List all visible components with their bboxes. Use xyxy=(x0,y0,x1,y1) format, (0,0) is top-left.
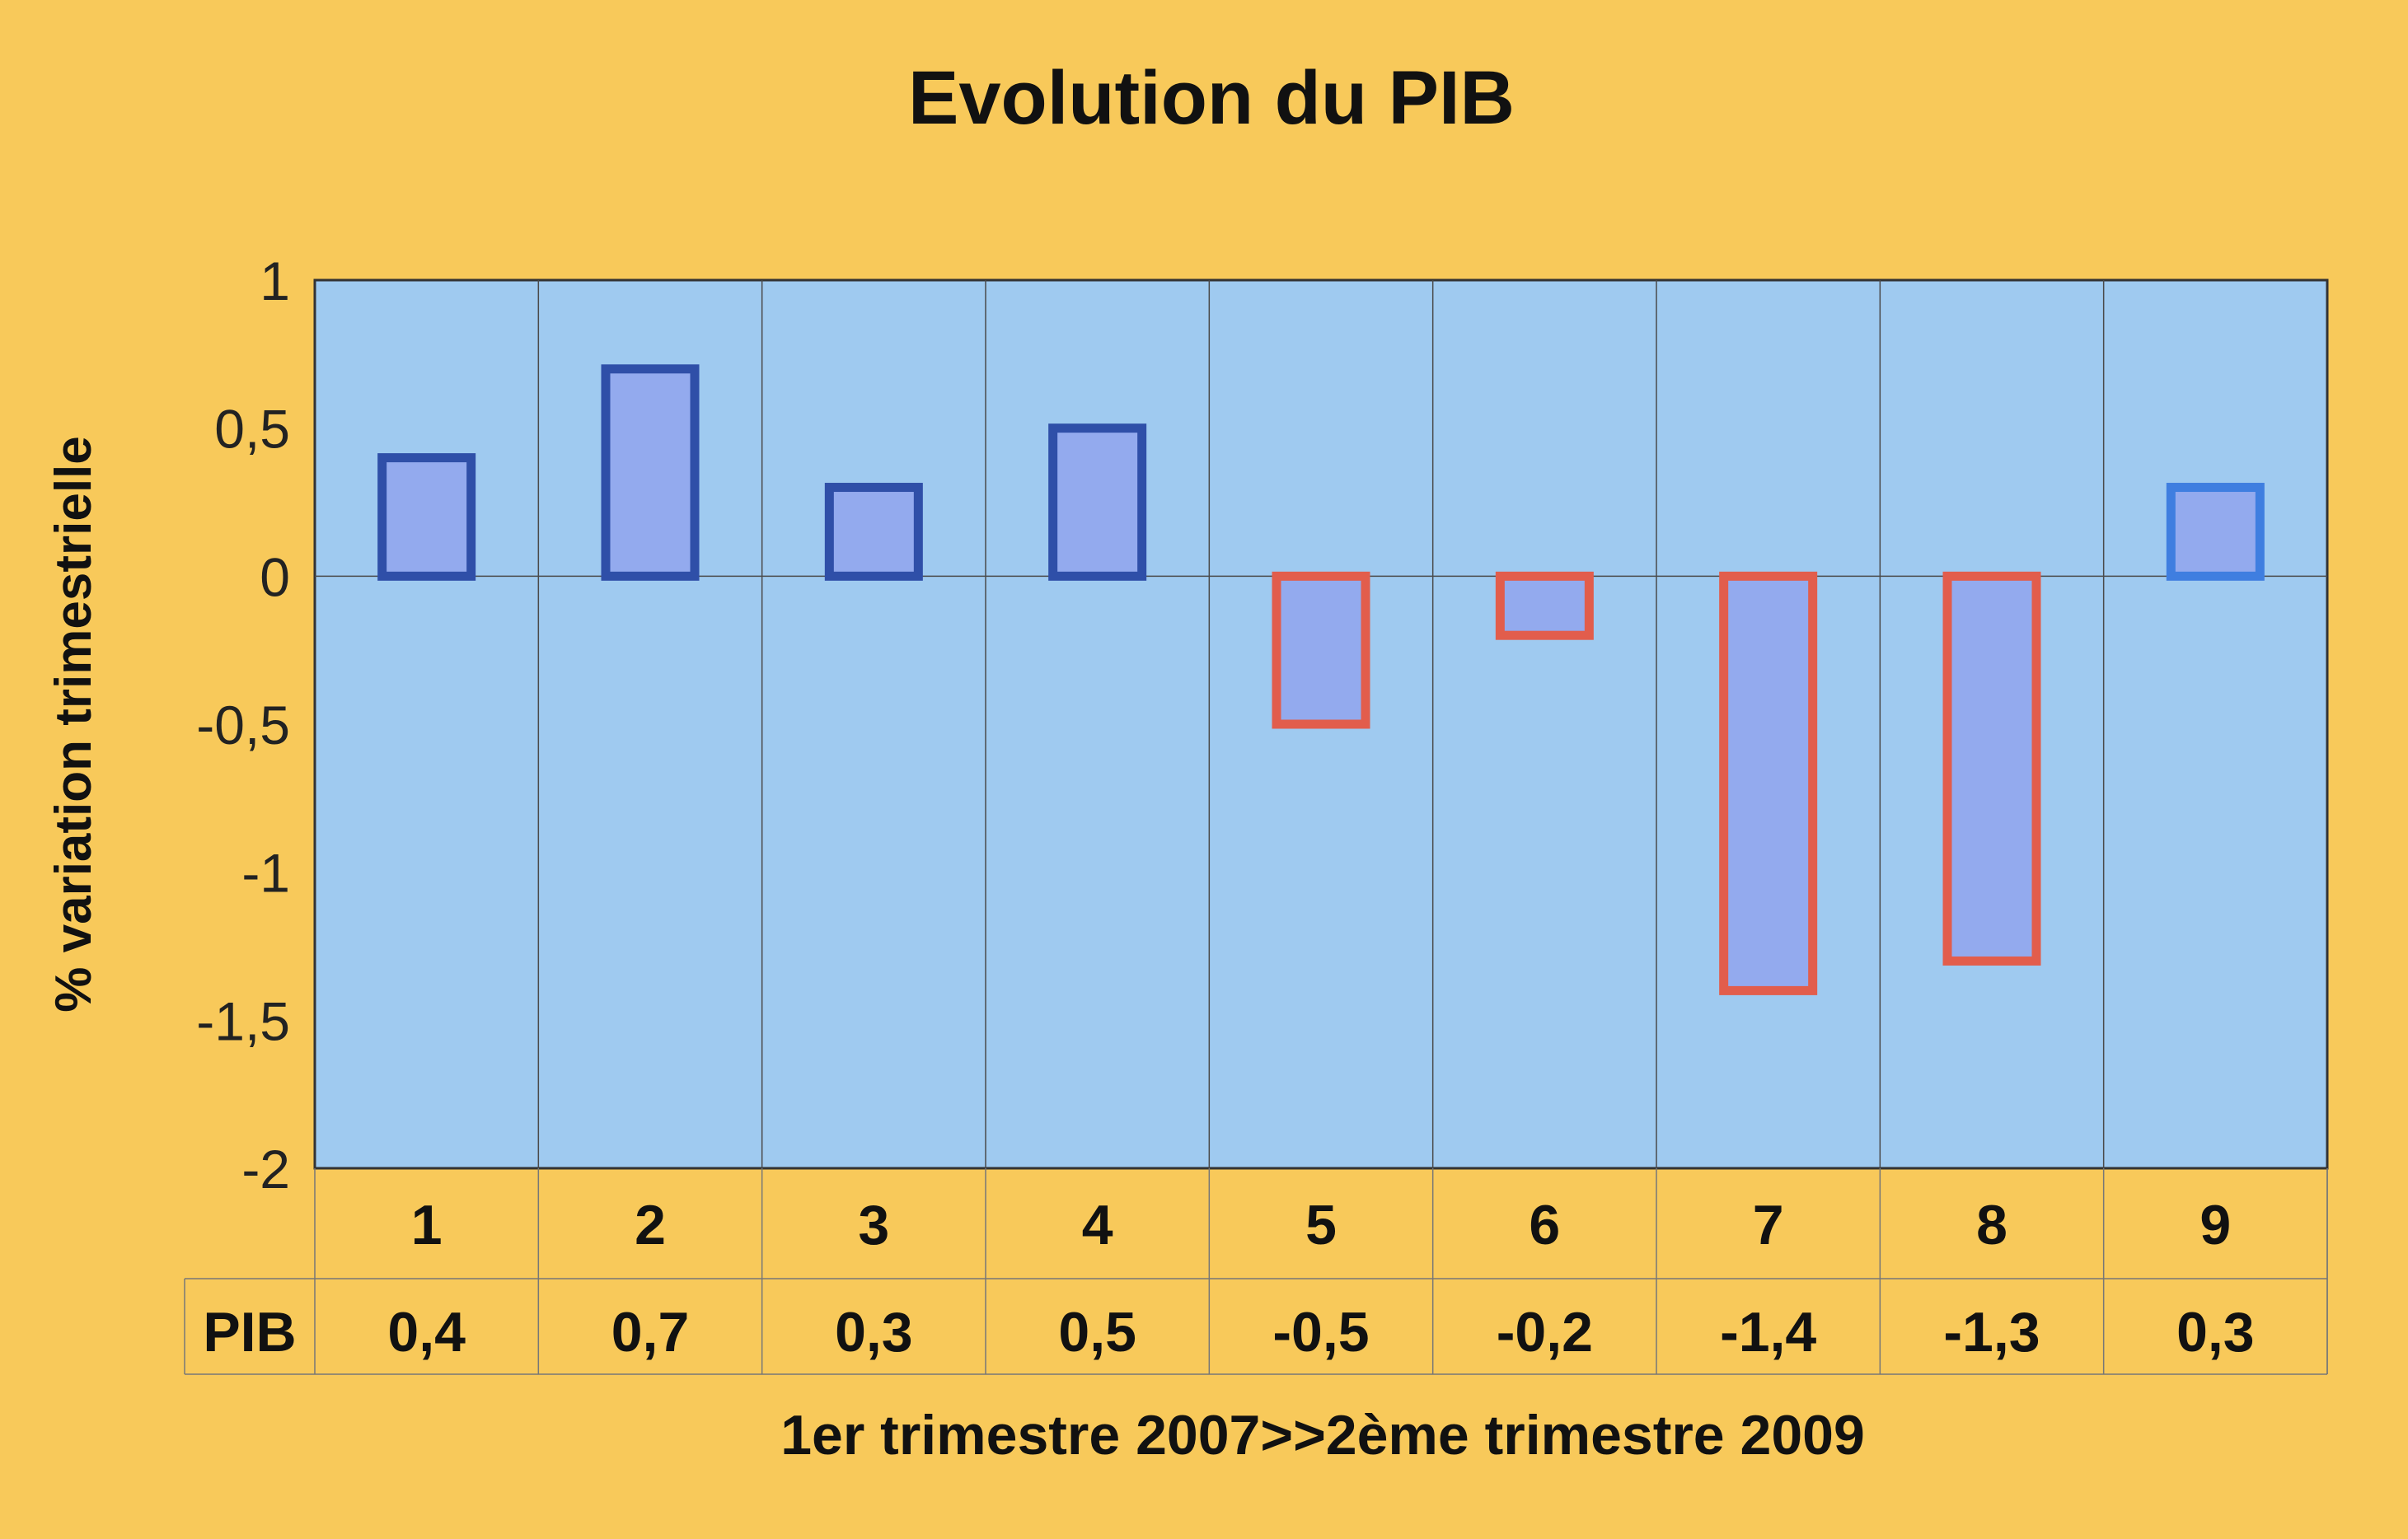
data-label: -0,5 xyxy=(1272,1301,1369,1364)
y-tick-label: 0,5 xyxy=(214,399,290,460)
bar-4 xyxy=(1048,423,1147,581)
data-label: 0,5 xyxy=(1058,1301,1136,1364)
y-tick-label: -2 xyxy=(241,1139,290,1200)
data-label: 0,4 xyxy=(387,1301,466,1364)
bar-5 xyxy=(1272,571,1370,729)
bar-8 xyxy=(1942,571,2041,966)
bar-group xyxy=(377,364,2265,995)
x-tick-label: 5 xyxy=(1305,1194,1337,1256)
y-tick-label: 0 xyxy=(260,546,290,607)
bar-2 xyxy=(601,364,700,581)
y-axis-ticks: 1 0,5 0 -0,5 -1 -1,5 -2 xyxy=(196,250,290,1200)
y-axis-label: % variation trimestrielle xyxy=(45,436,102,1013)
table-row-label: PIB xyxy=(203,1301,296,1364)
data-label: -0,2 xyxy=(1497,1301,1593,1364)
data-label: -1,3 xyxy=(1943,1301,2040,1364)
chart-title: Evolution du PIB xyxy=(908,56,1515,140)
data-label: 0,7 xyxy=(611,1301,690,1364)
x-tick-label: 1 xyxy=(411,1194,443,1256)
y-tick-label: -0,5 xyxy=(196,695,290,755)
y-tick-label: -1 xyxy=(241,843,290,904)
x-axis-label: 1er trimestre 2007>>2ème trimestre 2009 xyxy=(780,1404,1865,1466)
bar-3 xyxy=(824,483,923,581)
x-axis-ticks: 1 2 3 4 5 6 7 8 9 xyxy=(314,1168,2328,1374)
y-tick-label: 1 xyxy=(260,250,290,311)
x-tick-label: 4 xyxy=(1082,1194,1113,1256)
bar-6 xyxy=(1495,571,1594,640)
x-tick-label: 7 xyxy=(1753,1194,1784,1256)
data-label: -1,4 xyxy=(1720,1301,1816,1364)
x-tick-label: 2 xyxy=(635,1194,666,1256)
x-tick-label: 3 xyxy=(858,1194,889,1256)
data-label: 0,3 xyxy=(2176,1301,2255,1364)
bar-1 xyxy=(377,453,476,581)
bar-7 xyxy=(1719,571,1818,995)
x-tick-label: 6 xyxy=(1529,1194,1560,1256)
x-tick-label: 9 xyxy=(2200,1194,2231,1256)
data-table: PIB 0,4 0,7 0,3 0,5 -0,5 -0,2 -1,4 -1,3 0,3 xyxy=(184,1168,2328,1375)
data-label: 0,3 xyxy=(835,1301,913,1364)
x-tick-label: 8 xyxy=(1976,1194,2007,1256)
bar-9 xyxy=(2166,483,2265,581)
y-tick-label: -1,5 xyxy=(196,990,290,1051)
